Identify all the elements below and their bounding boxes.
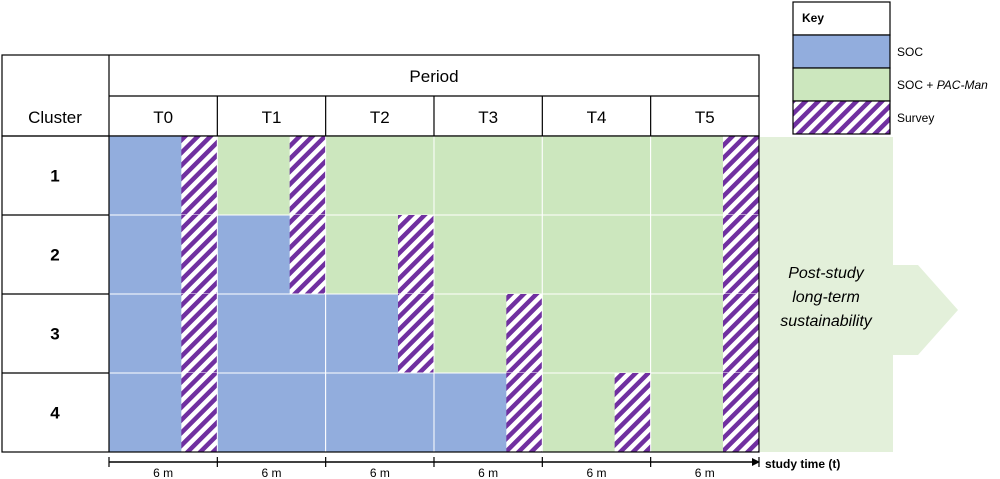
post-study-text-line-1: Post-study	[788, 265, 865, 282]
duration-label-t2: 6 m	[370, 466, 390, 479]
survey-block-cluster-2-t5	[722, 215, 759, 294]
survey-block-cluster-4-t5	[722, 373, 759, 452]
cell-cluster-1-t3	[433, 135, 543, 216]
survey-block-cluster-4-t0	[181, 373, 218, 452]
survey-block-cluster-1-t5	[722, 136, 759, 215]
cell-cluster-2-t3	[433, 214, 543, 295]
cluster-label-4: 4	[50, 404, 60, 423]
period-header: Period	[409, 67, 458, 86]
cell-cluster-1-t4	[541, 135, 652, 216]
key-swatch-survey	[792, 100, 891, 135]
cell-cluster-4-t2	[325, 372, 435, 453]
survey-block-cluster-3-t0	[181, 294, 218, 373]
table-header: Period Cluster T0 T1 T2 T3 T4 T5	[1, 54, 760, 137]
time-axis: study time (t) 6 m 6 m 6 m 6 m 6 m 6 m	[108, 457, 840, 479]
cluster-labels: 1 2 3 4	[50, 167, 60, 423]
period-label-t4: T4	[587, 108, 607, 127]
period-label-t0: T0	[153, 108, 173, 127]
period-label-t2: T2	[370, 108, 390, 127]
cluster-label-1: 1	[50, 167, 59, 186]
period-label-t1: T1	[262, 108, 282, 127]
post-study-arrow: Post-study long-term sustainability	[760, 137, 958, 452]
survey-block-cluster-3-t2	[397, 294, 434, 373]
cell-cluster-4-t1	[216, 372, 327, 453]
period-label-t3: T3	[478, 108, 498, 127]
survey-block-cluster-2-t2	[397, 215, 434, 294]
survey-block-cluster-2-t0	[181, 215, 218, 294]
post-study-text-line-2: long-term	[792, 289, 860, 306]
survey-block-cluster-3-t5	[722, 294, 759, 373]
cluster-label-3: 3	[50, 325, 59, 344]
key-swatch-pac	[792, 67, 891, 102]
survey-block-cluster-3-t3	[506, 294, 543, 373]
duration-label-t4: 6 m	[586, 466, 606, 479]
survey-block-cluster-4-t4	[614, 373, 651, 452]
cluster-label-2: 2	[50, 246, 59, 265]
period-label-t5: T5	[695, 108, 715, 127]
post-study-text-line-3: sustainability	[780, 313, 873, 330]
cell-cluster-2-t4	[541, 214, 652, 295]
key-label-soc: SOC	[897, 45, 923, 59]
legend-key: Key SOC SOC + PAC-Man Survey	[792, 1, 988, 135]
survey-block-cluster-2-t1	[289, 215, 326, 294]
key-title: Key	[802, 11, 824, 25]
cell-cluster-3-t4	[541, 293, 652, 374]
survey-block-cluster-4-t3	[506, 373, 543, 452]
time-axis-label: study time (t)	[765, 457, 840, 471]
cluster-grid	[1, 135, 760, 453]
duration-label-t5: 6 m	[695, 466, 715, 479]
key-label-survey: Survey	[897, 111, 934, 125]
duration-label-t1: 6 m	[261, 466, 281, 479]
survey-block-cluster-1-t0	[181, 136, 218, 215]
duration-label-t0: 6 m	[153, 466, 173, 479]
cell-cluster-3-t1	[216, 293, 327, 374]
key-label-pac: SOC + PAC-Man	[897, 78, 988, 92]
duration-label-t3: 6 m	[478, 466, 498, 479]
key-swatch-soc	[792, 34, 891, 69]
cluster-header: Cluster	[28, 108, 82, 127]
cell-cluster-1-t2	[325, 135, 435, 216]
survey-block-cluster-1-t1	[289, 136, 326, 215]
